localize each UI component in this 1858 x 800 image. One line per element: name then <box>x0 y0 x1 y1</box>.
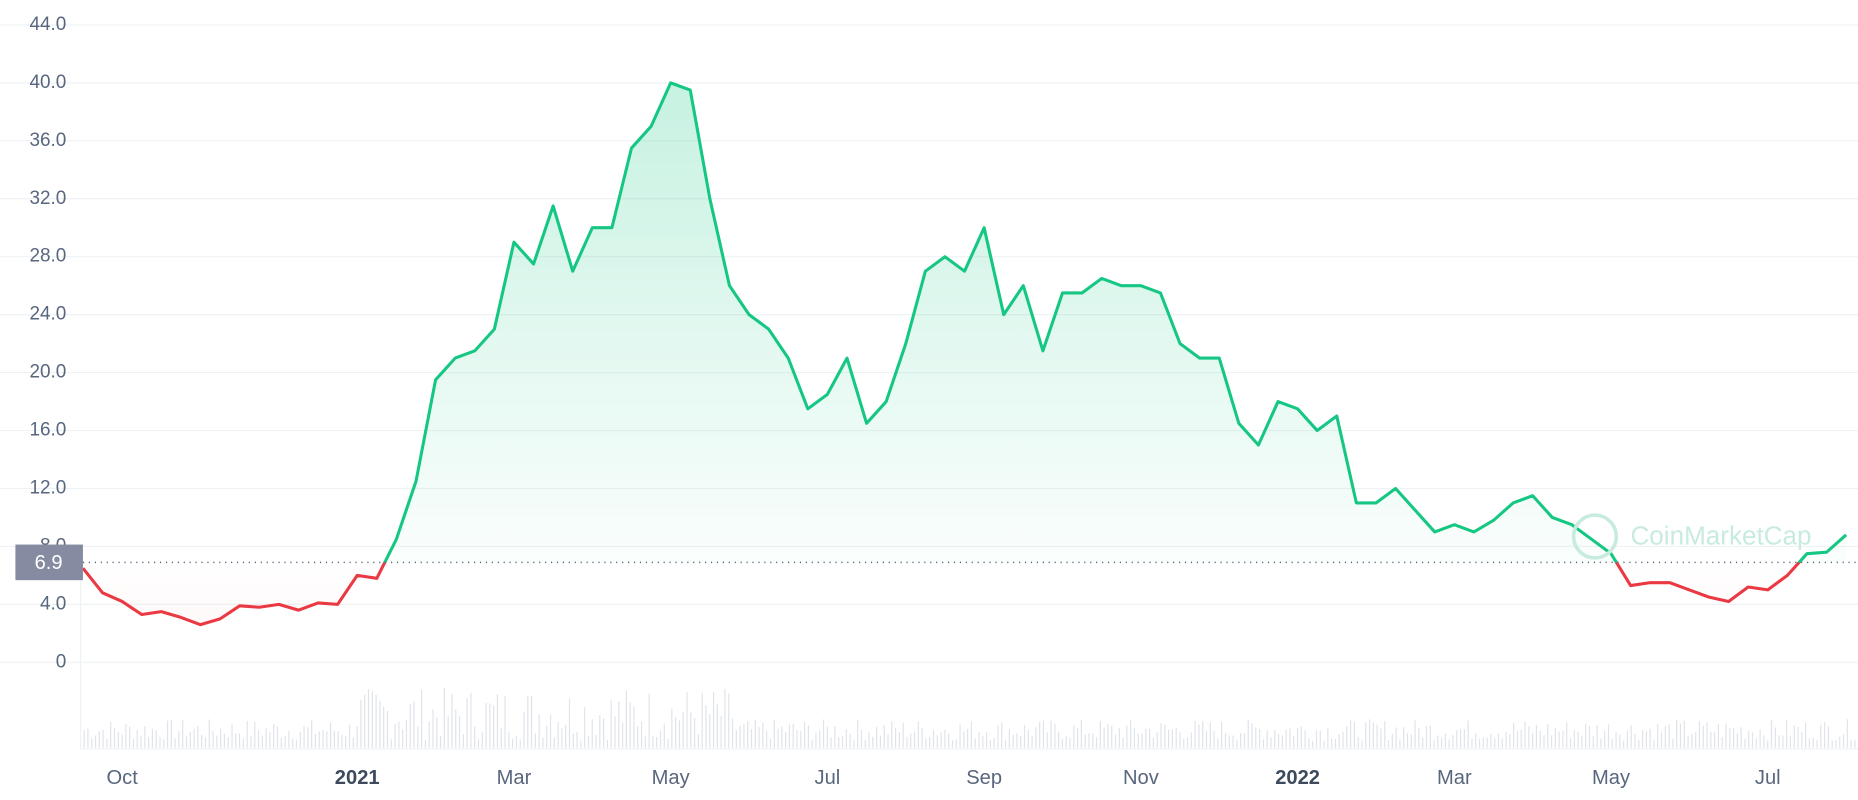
x-tick-label: Nov <box>1123 767 1160 789</box>
y-tick-label: 20.0 <box>29 362 66 383</box>
y-tick-label: 32.0 <box>29 188 66 209</box>
y-tick-label: 36.0 <box>29 130 66 151</box>
y-tick-label: 24.0 <box>29 304 66 325</box>
y-tick-label: 16.0 <box>29 420 66 441</box>
x-tick-label: Oct <box>106 767 138 789</box>
x-tick-label: Jul <box>1755 767 1781 789</box>
area <box>82 82 1847 625</box>
volume-decoration <box>79 545 1858 750</box>
x-tick-label: May <box>1592 767 1631 789</box>
x-tick-label: 2022 <box>1275 767 1320 789</box>
x-tick-label: Mar <box>1437 767 1472 789</box>
labels: 04.08.012.016.020.024.028.032.036.040.04… <box>15 14 1812 789</box>
y-tick-label: 44.0 <box>29 14 66 35</box>
x-tick-label: Sep <box>966 767 1002 789</box>
y-tick-label: 40.0 <box>29 72 66 93</box>
baseline-label-box <box>15 544 83 581</box>
watermark: CoinMarketCap <box>1630 521 1811 551</box>
y-tick-label: 28.0 <box>29 246 66 267</box>
watermark-logo <box>1571 513 1619 560</box>
price-line <box>81 81 1848 627</box>
baseline-label: 6.9 <box>35 552 63 574</box>
x-tick-label: 2021 <box>335 767 380 789</box>
y-tick-label: 0 <box>56 651 67 672</box>
y-tick-label: 12.0 <box>29 477 66 498</box>
x-tick-label: Jul <box>815 767 841 789</box>
x-tick-label: Mar <box>497 767 532 789</box>
plot <box>81 81 1858 627</box>
y-tick-label: 4.0 <box>40 593 66 614</box>
x-tick-label: May <box>652 767 691 789</box>
